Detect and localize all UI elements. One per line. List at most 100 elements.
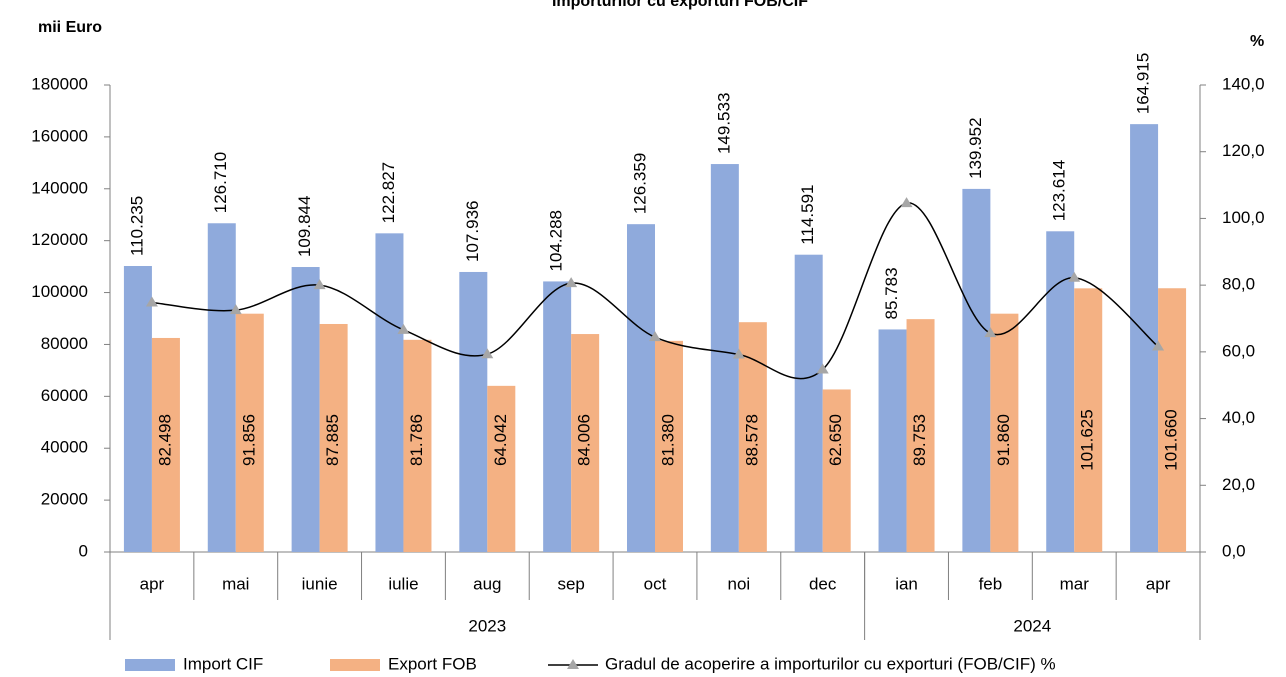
line-marker: [481, 348, 494, 359]
line-marker: [816, 363, 829, 374]
x-tick-label: feb: [979, 574, 1003, 593]
bar: [1130, 124, 1159, 552]
bar-value-label: 164.915: [1134, 53, 1153, 114]
bar-value-label: 62.650: [826, 414, 845, 466]
bar-value-label: 91.856: [239, 414, 258, 466]
bar-value-label: 126.710: [211, 152, 230, 213]
bar: [906, 319, 935, 552]
bar: [1158, 288, 1187, 552]
bar-value-label: 107.936: [463, 201, 482, 262]
bar-value-label: 81.786: [407, 414, 426, 466]
line-marker: [649, 331, 661, 342]
group-label: 2023: [468, 616, 506, 635]
line-marker: [397, 323, 410, 334]
line-marker: [145, 296, 158, 307]
bar: [962, 188, 991, 552]
legend-marker: [567, 659, 579, 669]
y-tick-label: 100000: [31, 282, 88, 301]
bar: [627, 224, 655, 553]
y2-tick-label: 140,0: [1222, 74, 1265, 93]
y2-tick-label: 0,0: [1222, 541, 1246, 560]
x-tick-label: apr: [140, 574, 165, 593]
bar: [123, 266, 152, 552]
bar-value-label: 109.844: [295, 196, 314, 257]
x-tick-label: mar: [1060, 574, 1090, 593]
bar-value-label: 91.860: [994, 414, 1013, 466]
y-tick-label: 0: [79, 541, 88, 560]
bar-value-label: 64.042: [491, 414, 510, 466]
y-tick-label: 60000: [41, 386, 88, 405]
y2-tick-label: 80,0: [1222, 275, 1255, 294]
bar-value-label: 114.591: [798, 184, 817, 244]
x-tick-label: noi: [728, 574, 751, 593]
bar: [291, 267, 320, 552]
bar-value-label: 149.533: [714, 93, 733, 154]
x-tick-label: dec: [809, 574, 837, 593]
line-marker: [1068, 271, 1081, 282]
bar: [822, 389, 851, 552]
line-marker: [984, 327, 997, 338]
bar: [459, 271, 488, 552]
bar: [655, 340, 683, 552]
bar-value-label: 126.359: [630, 153, 649, 214]
bar: [1074, 288, 1103, 552]
y2-tick-label: 40,0: [1222, 408, 1255, 427]
legend-swatch: [330, 659, 380, 671]
bar-value-label: 88.578: [742, 414, 761, 466]
x-tick-label: apr: [1146, 574, 1171, 593]
legend-label: Export FOB: [388, 654, 477, 673]
bar-value-label: 123.614: [1050, 160, 1069, 221]
bar: [151, 337, 180, 552]
bar-value-label: 122.827: [379, 162, 398, 223]
bar: [235, 313, 264, 552]
bar: [543, 281, 572, 552]
x-tick-label: aug: [473, 574, 501, 593]
line-marker: [229, 304, 242, 315]
bar: [794, 254, 823, 552]
x-tick-label: iunie: [302, 574, 338, 593]
x-tick-label: iulie: [388, 574, 418, 593]
x-tick-label: oct: [644, 574, 667, 593]
legend-label: Import CIF: [183, 654, 263, 673]
bar-value-label: 89.753: [910, 414, 929, 466]
bar: [571, 334, 600, 552]
bar-value-label: 85.783: [882, 267, 901, 319]
y-tick-label: 80000: [41, 334, 88, 353]
y2-tick-label: 20,0: [1222, 475, 1255, 494]
bar: [319, 323, 348, 552]
y-tick-label: 160000: [31, 126, 88, 145]
bar: [207, 223, 236, 553]
bar-value-label: 104.288: [547, 210, 566, 271]
bar: [375, 233, 404, 553]
bar-value-label: 139.952: [966, 117, 985, 178]
bar: [878, 329, 907, 552]
bar-value-label: 101.625: [1078, 409, 1097, 470]
y-tick-label: 120000: [31, 230, 88, 249]
bar-value-label: 84.006: [575, 414, 594, 466]
x-tick-label: mai: [222, 574, 249, 593]
x-tick-label: sep: [557, 574, 584, 593]
y-tick-label: 40000: [41, 438, 88, 457]
bar-value-label: 81.380: [658, 414, 677, 466]
bar-value-label: 82.498: [155, 414, 174, 466]
line-marker: [732, 348, 745, 359]
group-label: 2024: [1013, 616, 1051, 635]
y2-tick-label: 100,0: [1222, 208, 1265, 227]
y-tick-label: 140000: [31, 178, 88, 197]
y-axis-label: mii Euro: [38, 19, 102, 36]
y-tick-label: 20000: [41, 490, 88, 509]
bar-value-label: 110.235: [127, 196, 146, 256]
bar: [738, 322, 767, 552]
bar: [1046, 231, 1075, 552]
line-marker: [313, 279, 326, 290]
y2-tick-label: 60,0: [1222, 341, 1255, 360]
legend-label: Gradul de acoperire a importurilor cu ex…: [605, 654, 1056, 673]
legend-swatch: [125, 659, 175, 671]
y-tick-label: 180000: [31, 74, 88, 93]
y2-axis-label: %: [1250, 33, 1264, 50]
line-marker: [565, 277, 578, 288]
chart-title: Importurilor cu exporturi FOB/CIF: [552, 0, 808, 10]
bar-value-label: 87.885: [323, 414, 342, 466]
bar-value-label: 101.660: [1162, 409, 1181, 470]
